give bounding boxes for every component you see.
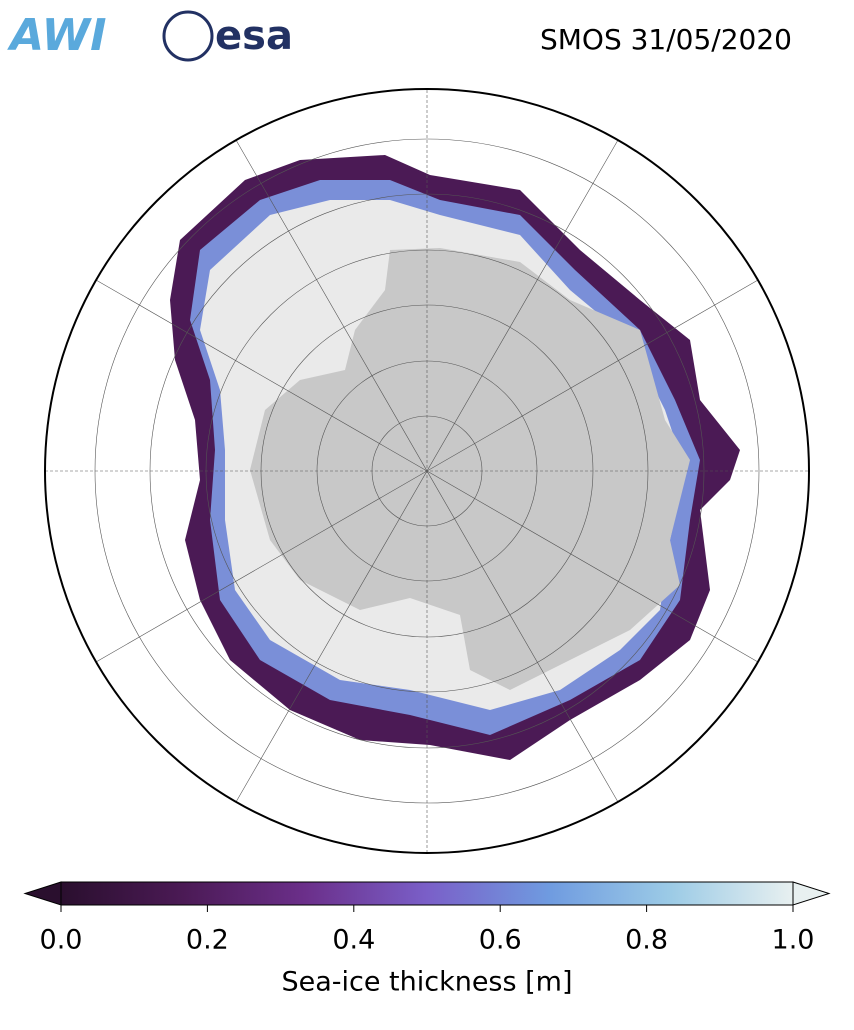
colorbar-tick-label: 0.0 bbox=[40, 925, 83, 956]
title: SMOS 31/05/2020 bbox=[540, 23, 792, 56]
colorbar-frame bbox=[60, 881, 794, 906]
colorbar-label: Sea-ice thickness [m] bbox=[281, 967, 572, 998]
colorbar-tick-label: 0.6 bbox=[479, 925, 522, 956]
esa-logo-mark bbox=[162, 10, 214, 62]
map bbox=[45, 89, 809, 853]
colorbar bbox=[23, 881, 831, 912]
graticule bbox=[45, 90, 809, 853]
continent bbox=[250, 248, 690, 690]
colorbar-tick-label: 1.0 bbox=[772, 925, 815, 956]
colorbar-tick-label: 0.2 bbox=[186, 925, 229, 956]
esa-logo: esa bbox=[215, 13, 293, 59]
awi-logo: AWI bbox=[7, 10, 107, 61]
colorbar-extend-min bbox=[23, 881, 62, 906]
colorbar-fill bbox=[61, 882, 793, 905]
map-frame bbox=[44, 88, 810, 854]
colorbar-tick-label: 0.8 bbox=[625, 925, 668, 956]
colorbar-extend-max bbox=[792, 881, 831, 906]
colorbar-tick-label: 0.4 bbox=[332, 925, 375, 956]
